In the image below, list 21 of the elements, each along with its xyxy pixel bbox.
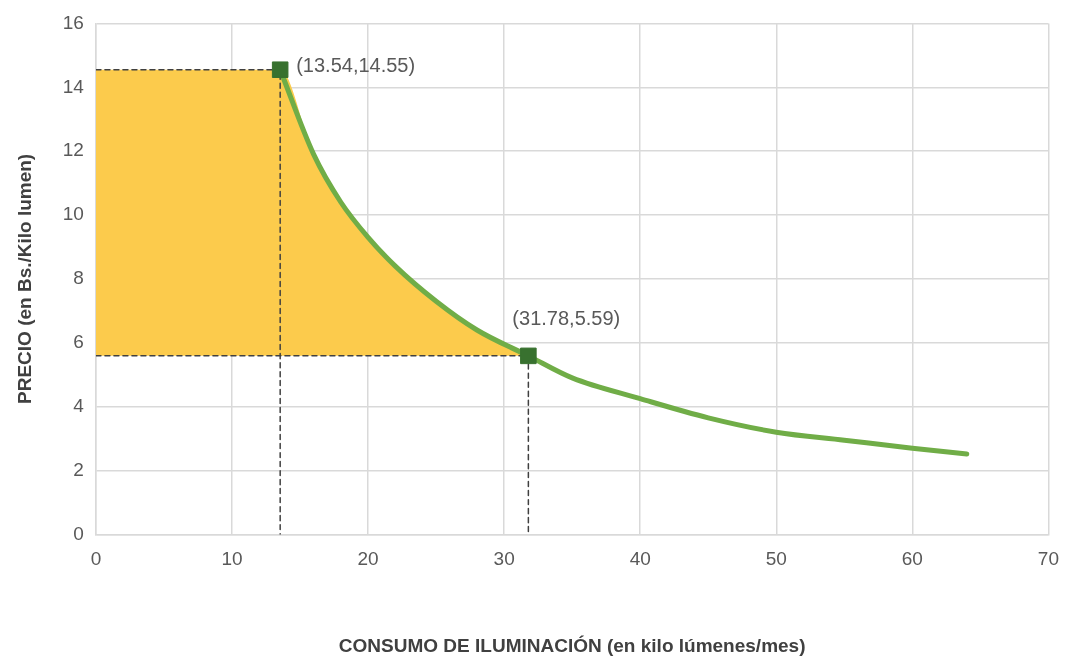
y-tick-label: 6 — [73, 331, 84, 353]
x-axis-title: CONSUMO DE ILUMINACIÓN (en kilo lúmenes/mes) — [338, 634, 806, 656]
y-tick-label: 12 — [62, 139, 84, 161]
y-tick-label: 8 — [73, 267, 84, 289]
y-tick-label: 2 — [73, 458, 84, 480]
y-axis-title: PRECIO (en Bs./Kilo lumen) — [13, 153, 35, 404]
x-tick-label: 30 — [493, 548, 515, 570]
x-tick-label: 60 — [901, 548, 923, 570]
x-tick-label: 50 — [765, 548, 787, 570]
y-tick-label: 14 — [62, 75, 85, 97]
y-tick-label: 10 — [62, 203, 84, 225]
x-tick-label: 20 — [357, 548, 379, 570]
y-tick-label: 4 — [73, 394, 85, 416]
y-tick-label: 16 — [62, 11, 84, 33]
x-tick-label: 70 — [1037, 548, 1059, 570]
x-tick-label: 0 — [90, 548, 102, 570]
x-tick-label: 10 — [221, 548, 243, 570]
x-tick-label: 40 — [629, 548, 651, 570]
annotation: (13.54,14.55) — [296, 54, 416, 77]
annotation: (31.78,5.59) — [512, 307, 621, 330]
y-tick-label: 0 — [73, 522, 84, 544]
